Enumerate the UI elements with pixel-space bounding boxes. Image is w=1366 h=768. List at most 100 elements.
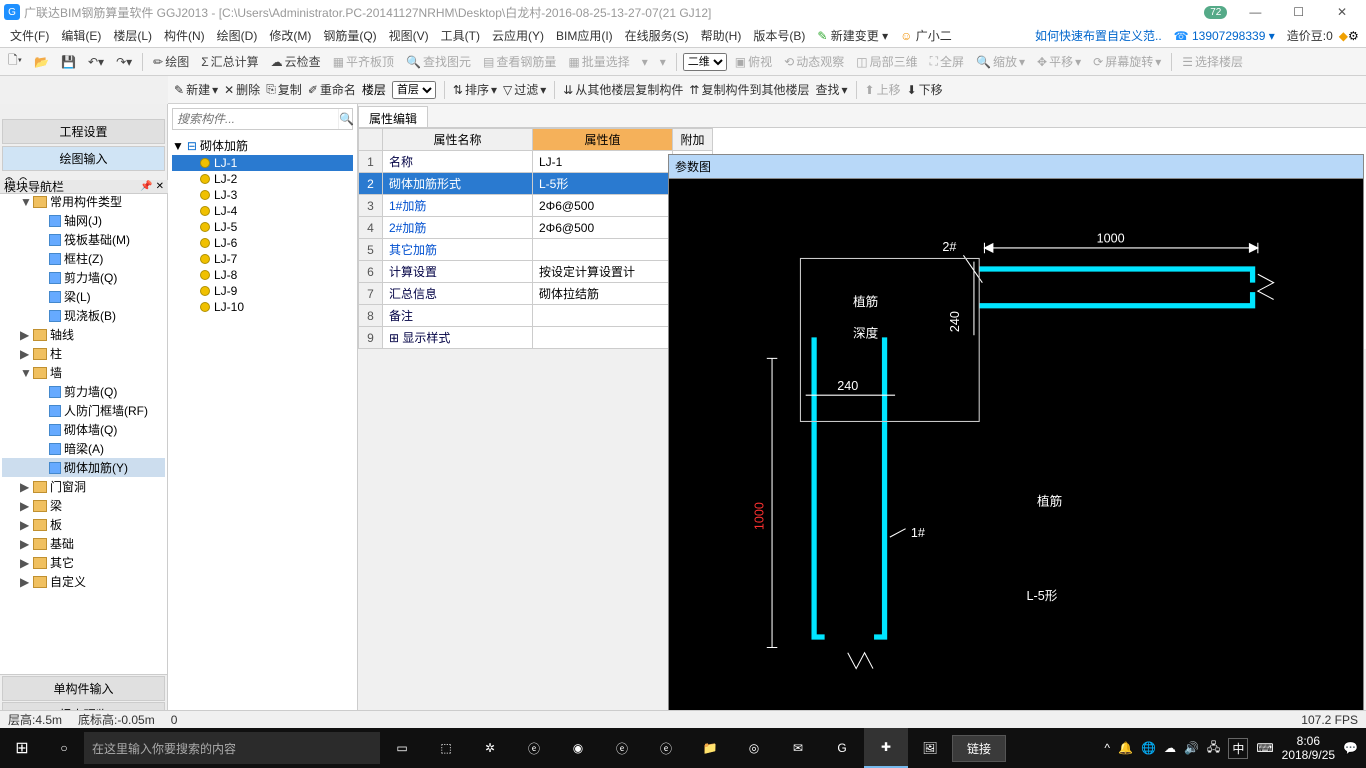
property-row[interactable]: 7汇总信息砌体拉结筋☐ xyxy=(359,283,713,305)
tree-node[interactable]: 剪力墙(Q) xyxy=(2,382,165,401)
task-swirl-icon[interactable]: ◉ xyxy=(556,728,600,768)
list-item[interactable]: LJ-9 xyxy=(172,283,353,299)
redo-icon[interactable]: ↷▾ xyxy=(112,53,136,71)
menu-modify[interactable]: 修改(M) xyxy=(263,27,317,44)
tree-node[interactable]: 砌体墙(Q) xyxy=(2,420,165,439)
zoom-button[interactable]: 🔍 缩放 ▾ xyxy=(972,51,1029,72)
draw-button[interactable]: ✏ 绘图 xyxy=(149,51,193,72)
tree-node[interactable]: ▶板 xyxy=(2,515,165,534)
phone-label[interactable]: ☎ 13907298339 ▾ xyxy=(1168,29,1281,43)
task-360-icon[interactable]: ◎ xyxy=(732,728,776,768)
tree-node[interactable]: 暗梁(A) xyxy=(2,439,165,458)
tree-node[interactable]: 人防门框墙(RF) xyxy=(2,401,165,420)
property-row[interactable]: 2砌体加筋形式L-5形☐ xyxy=(359,173,713,195)
tree-node[interactable]: 现浇板(B) xyxy=(2,306,165,325)
rotate-button[interactable]: ⟳ 屏幕旋转 ▾ xyxy=(1089,51,1165,72)
property-row[interactable]: 6计算设置按设定计算设置计☐ xyxy=(359,261,713,283)
move-down-button[interactable]: ⬇ 下移 xyxy=(907,81,943,98)
tree-node[interactable]: ▶自定义 xyxy=(2,572,165,591)
tab-single-input[interactable]: 单构件输入 xyxy=(2,676,165,701)
task-ie2-icon[interactable]: ⓔ xyxy=(644,728,688,768)
new-component-button[interactable]: ✎ 新建 ▾ xyxy=(174,81,218,98)
list-item[interactable]: LJ-3 xyxy=(172,187,353,203)
menu-file[interactable]: 文件(F) xyxy=(4,27,55,44)
align-top-button[interactable]: ▦ 平齐板顶 xyxy=(329,51,398,72)
sum-button[interactable]: Σ 汇总计算 xyxy=(197,51,262,72)
rename-button[interactable]: ✐ 重命名 xyxy=(308,81,356,98)
search-icon[interactable]: 🔍 xyxy=(338,109,354,129)
delete-button[interactable]: ✕ 删除 xyxy=(224,81,260,98)
cloud-check-button[interactable]: ☁ 云检查 xyxy=(267,51,325,72)
property-row[interactable]: 42#加筋2Φ6@500☐ xyxy=(359,217,713,239)
tray-up-icon[interactable]: ^ xyxy=(1104,741,1110,755)
copy-button[interactable]: ⎘ 复制 xyxy=(266,81,302,98)
menu-version[interactable]: 版本号(B) xyxy=(747,27,811,44)
copy-to-floor-button[interactable]: ⇈ 复制构件到其他楼层 xyxy=(689,81,809,98)
tip-link[interactable]: 如何快速布置自定义范.. xyxy=(1029,27,1168,44)
sort-button[interactable]: ⇅ 排序 ▾ xyxy=(453,81,497,98)
new-change-button[interactable]: ✎ 新建变更 ▾ xyxy=(811,27,894,44)
tray-notif-icon[interactable]: 🔔 xyxy=(1118,741,1133,755)
menu-component[interactable]: 构件(N) xyxy=(158,27,211,44)
task-view-icon[interactable]: ▭ xyxy=(380,728,424,768)
menu-tools[interactable]: 工具(T) xyxy=(435,27,486,44)
list-item[interactable]: LJ-7 xyxy=(172,251,353,267)
select-floor-button[interactable]: ☰ 选择楼层 xyxy=(1178,51,1247,72)
tray-vol-icon[interactable]: 🔊 xyxy=(1184,741,1199,755)
tray-globe-icon[interactable]: 🌐 xyxy=(1141,741,1156,755)
search-input[interactable] xyxy=(173,109,338,129)
close-button[interactable]: ✕ xyxy=(1322,5,1362,19)
tree-node[interactable]: 筏板基础(M) xyxy=(2,230,165,249)
view-mode-select[interactable]: 二维 xyxy=(683,53,727,71)
new-file-icon[interactable]: 🗋▾ xyxy=(4,49,26,74)
tree-node[interactable]: ▼墙 xyxy=(2,363,165,382)
list-item[interactable]: LJ-8 xyxy=(172,267,353,283)
view-rebar-button[interactable]: ▤ 查看钢筋量 xyxy=(479,51,560,72)
tree-node[interactable]: 砌体加筋(Y) xyxy=(2,458,165,477)
fullscreen-button[interactable]: ⛶ 全屏 xyxy=(926,51,968,72)
tray-clock[interactable]: 8:06 2018/9/25 xyxy=(1282,734,1335,763)
tab-property-edit[interactable]: 属性编辑 xyxy=(358,106,428,127)
extra1-icon[interactable]: ▾ xyxy=(638,53,652,71)
tab-project-settings[interactable]: 工程设置 xyxy=(2,119,165,144)
task-link-label[interactable]: 链接 xyxy=(952,735,1006,762)
menu-bim[interactable]: BIM应用(I) xyxy=(550,27,619,44)
pan-button[interactable]: ✥ 平移 ▾ xyxy=(1033,51,1085,72)
property-row[interactable]: 9⊞ 显示样式 xyxy=(359,327,713,349)
component-list[interactable]: ▼⊟砌体加筋LJ-1LJ-2LJ-3LJ-4LJ-5LJ-6LJ-7LJ-8LJ… xyxy=(168,134,357,728)
task-mail-icon[interactable]: ✉ xyxy=(776,728,820,768)
tree-node[interactable]: ▶轴线 xyxy=(2,325,165,344)
copy-from-floor-button[interactable]: ⇊ 从其他楼层复制构件 xyxy=(563,81,683,98)
tree-node[interactable]: ▶基础 xyxy=(2,534,165,553)
cortana-icon[interactable]: ○ xyxy=(44,741,84,755)
tray-net-icon[interactable]: 🖧 xyxy=(1207,738,1220,759)
tree-node[interactable]: 梁(L) xyxy=(2,287,165,306)
taskbar-search[interactable]: 在这里输入你要搜索的内容 xyxy=(84,732,380,764)
task-edge-icon[interactable]: ⓔ xyxy=(600,728,644,768)
task-g-icon[interactable]: G xyxy=(820,728,864,768)
task-ggj-icon[interactable]: ✚ xyxy=(864,728,908,768)
tree-node[interactable]: 轴网(J) xyxy=(2,211,165,230)
filter-button[interactable]: ▽ 过滤 ▾ xyxy=(503,81,546,98)
tab-draw-input[interactable]: 绘图输入 xyxy=(2,146,165,171)
nav-tree[interactable]: ▼常用构件类型轴网(J)筏板基础(M)框柱(Z)剪力墙(Q)梁(L)现浇板(B)… xyxy=(0,190,167,674)
user-button[interactable]: ☺ 广小二 xyxy=(894,27,958,44)
menu-draw[interactable]: 绘图(D) xyxy=(211,27,264,44)
open-icon[interactable]: 📂 xyxy=(30,53,53,71)
topview-button[interactable]: ▣ 俯视 xyxy=(731,51,776,72)
tray-kbd-icon[interactable]: ⌨ xyxy=(1256,741,1273,755)
find-element-button[interactable]: 🔍 查找图元 xyxy=(402,51,475,72)
menu-view[interactable]: 视图(V) xyxy=(383,27,435,44)
task-app1-icon[interactable]: ⬚ xyxy=(424,728,468,768)
task-folder-icon[interactable]: 📁 xyxy=(688,728,732,768)
tray-ime-label[interactable]: 中 xyxy=(1228,738,1248,759)
menu-edit[interactable]: 编辑(E) xyxy=(55,27,107,44)
list-item[interactable]: LJ-4 xyxy=(172,203,353,219)
list-item[interactable]: LJ-10 xyxy=(172,299,353,315)
list-root[interactable]: ▼⊟砌体加筋 xyxy=(172,136,353,155)
tray-action-center-icon[interactable]: 💬 xyxy=(1343,741,1358,755)
menu-rebar[interactable]: 钢筋量(Q) xyxy=(317,27,382,44)
tree-node[interactable]: ▶柱 xyxy=(2,344,165,363)
property-row[interactable]: 31#加筋2Φ6@500☐ xyxy=(359,195,713,217)
minimize-button[interactable]: — xyxy=(1235,5,1275,19)
